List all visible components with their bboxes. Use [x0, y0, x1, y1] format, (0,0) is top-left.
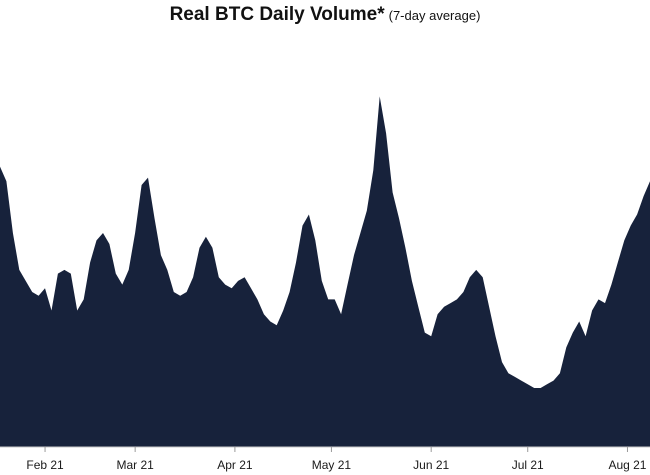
- volume-area-series: [0, 96, 650, 448]
- x-tick-label: Jun 21: [413, 458, 449, 472]
- x-tick-label: May 21: [312, 458, 352, 472]
- chart-title-main: Real BTC Daily Volume*: [169, 4, 385, 25]
- x-axis-ticks: Feb 21 Mar 21 Apr 21 May 21 Jun 21 Jul 21 Aug …: [26, 447, 647, 472]
- chart-subtitle: (7-day average): [388, 8, 481, 23]
- x-tick-label: Mar 21: [116, 458, 154, 472]
- x-tick-label: Feb 21: [26, 458, 64, 472]
- x-tick-label: Jul 21: [512, 458, 544, 472]
- x-tick-label: Aug 21: [608, 458, 646, 472]
- chart-title: Real BTC Daily Volume* (7-day average): [0, 4, 650, 26]
- x-tick-label: Apr 21: [217, 458, 253, 472]
